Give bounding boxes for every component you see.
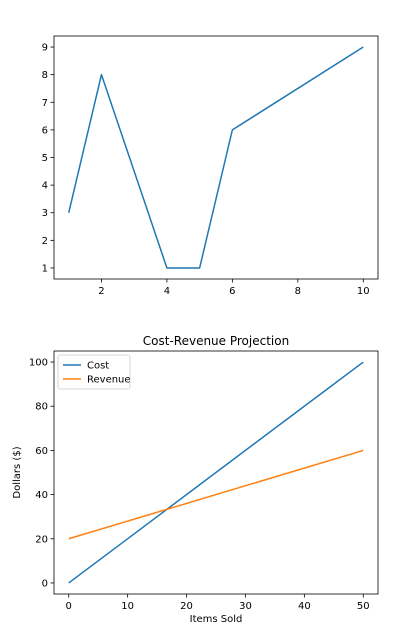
y-tick-label: 80 xyxy=(35,402,48,413)
y-tick-label: 2 xyxy=(42,236,48,247)
x-tick-label: 10 xyxy=(357,286,370,297)
x-tick-label: 8 xyxy=(295,286,301,297)
x-axis-label: Items Sold xyxy=(190,614,243,625)
x-tick-label: 40 xyxy=(298,601,311,612)
x-tick-label: 50 xyxy=(357,601,370,612)
series-line-revenue xyxy=(68,449,364,540)
series-line-cost xyxy=(68,361,364,584)
x-tick-label: 30 xyxy=(239,601,252,612)
y-tick-label: 1 xyxy=(42,263,48,274)
y-tick-label: 40 xyxy=(35,490,48,501)
x-tick-label: 10 xyxy=(121,601,134,612)
x-tick-label: 4 xyxy=(164,286,170,297)
y-tick-label: 5 xyxy=(42,153,48,164)
legend xyxy=(57,354,131,390)
y-tick-label: 6 xyxy=(42,125,48,136)
x-tick-label: 6 xyxy=(229,286,235,297)
y-tick-label: 100 xyxy=(29,358,48,369)
cost-revenue-chart: 0 10 20 30 40 50 0 20 40 60 80 100 Cost-Revenue Proj… xyxy=(12,334,379,625)
y-tick-label: 20 xyxy=(35,534,48,545)
y-tick-label: 9 xyxy=(42,43,48,54)
y-tick-label: 3 xyxy=(42,208,48,219)
y-axis-label: Dollars ($) xyxy=(12,446,23,498)
series-line-0 xyxy=(67,46,364,269)
x-tick-label: 20 xyxy=(180,601,193,612)
plot-frame xyxy=(53,35,379,280)
legend-label: Cost xyxy=(87,361,109,372)
x-tick-label: 0 xyxy=(66,601,72,612)
legend-label: Revenue xyxy=(87,375,131,386)
y-tick-label: 7 xyxy=(42,98,48,109)
x-tick-label: 2 xyxy=(98,286,104,297)
y-tick-label: 60 xyxy=(35,446,48,457)
y-tick-label: 4 xyxy=(42,181,48,192)
chart-title: Cost-Revenue Projection xyxy=(143,334,289,348)
plot-frame xyxy=(53,350,379,595)
y-tick-label: 8 xyxy=(42,70,48,81)
y-tick-label: 0 xyxy=(42,578,48,589)
